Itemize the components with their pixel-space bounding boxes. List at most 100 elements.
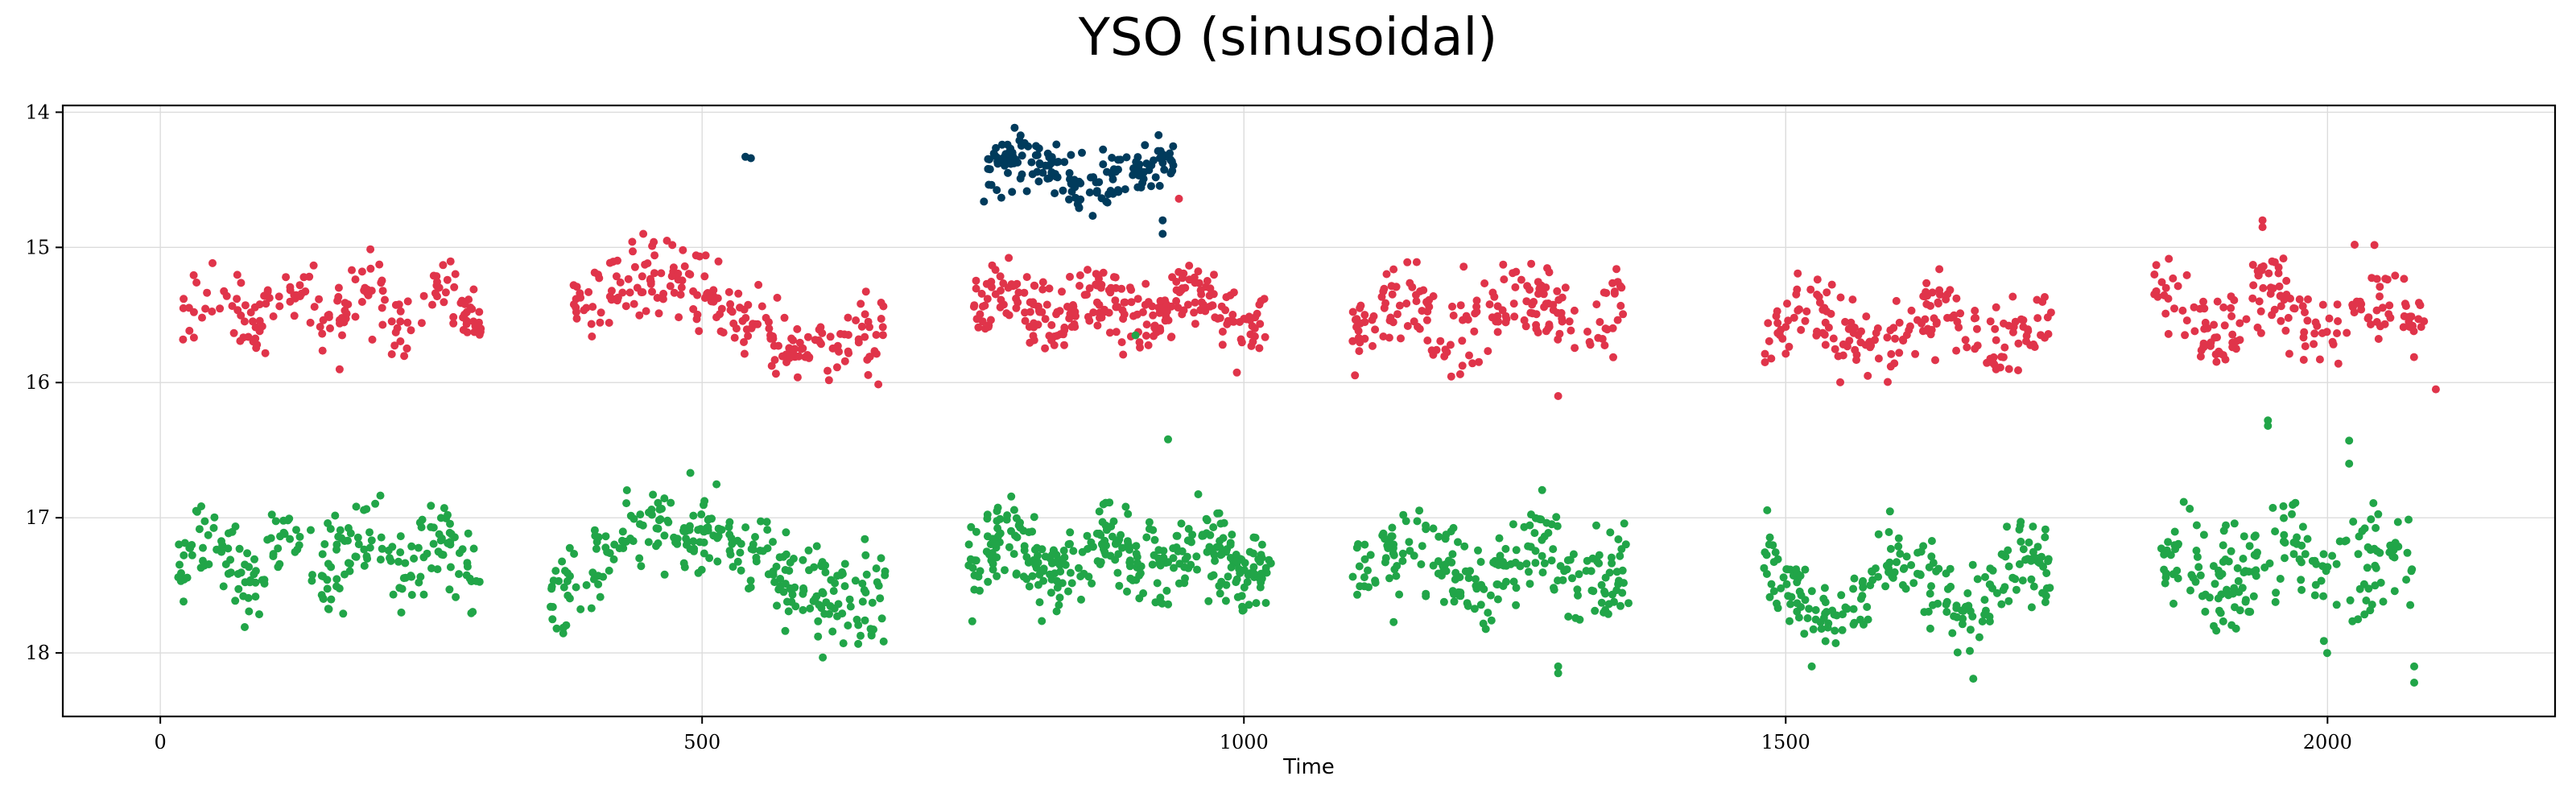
- data-point: [1821, 341, 1830, 349]
- data-point: [1586, 341, 1595, 349]
- data-point: [1895, 349, 1904, 357]
- data-point: [705, 554, 714, 563]
- data-point: [1534, 278, 1542, 287]
- data-point: [584, 287, 593, 296]
- data-point: [1992, 303, 2000, 312]
- data-point: [733, 557, 742, 566]
- data-point: [652, 542, 660, 551]
- data-point: [1247, 341, 1256, 350]
- data-point: [594, 580, 603, 588]
- data-point: [1240, 566, 1249, 575]
- data-point: [1907, 306, 1916, 315]
- data-point: [667, 272, 676, 281]
- data-point: [2019, 545, 2028, 554]
- data-point: [548, 615, 557, 624]
- data-point: [1911, 349, 1920, 358]
- data-point: [1554, 576, 1562, 585]
- data-point: [1353, 590, 1361, 599]
- data-point: [1554, 662, 1563, 671]
- data-point: [275, 292, 283, 301]
- data-point: [1092, 298, 1101, 307]
- data-point: [331, 511, 340, 520]
- data-point: [2230, 519, 2239, 528]
- data-point: [180, 539, 189, 547]
- data-point: [1900, 564, 1909, 572]
- data-point: [2372, 318, 2381, 326]
- data-point: [877, 554, 886, 563]
- data-point: [989, 559, 997, 568]
- data-point: [251, 323, 260, 332]
- data-point: [437, 534, 446, 543]
- data-point: [282, 273, 291, 282]
- y-tick-label: 17: [25, 506, 50, 529]
- data-point: [660, 570, 669, 579]
- data-point: [677, 283, 686, 292]
- data-point: [229, 328, 238, 337]
- data-point: [1476, 601, 1485, 609]
- data-point: [983, 510, 992, 519]
- data-point: [2410, 662, 2418, 671]
- data-point: [1862, 312, 1871, 321]
- data-point: [1553, 287, 1562, 295]
- data-point: [1927, 537, 1936, 545]
- data-point: [446, 563, 455, 572]
- data-point: [292, 526, 300, 535]
- data-point: [221, 560, 230, 568]
- data-point: [1429, 524, 1438, 533]
- data-point: [1828, 606, 1837, 615]
- data-point: [1371, 576, 1380, 585]
- data-point: [1417, 560, 1426, 568]
- data-point: [615, 544, 624, 553]
- data-point: [323, 584, 332, 593]
- data-point: [668, 241, 677, 250]
- data-point: [1942, 600, 1951, 609]
- data-point: [998, 154, 1007, 163]
- data-point: [1158, 229, 1167, 238]
- data-point: [216, 304, 225, 313]
- data-point: [621, 537, 630, 546]
- data-point: [1123, 537, 1132, 546]
- data-point: [1968, 560, 1977, 569]
- data-point: [734, 289, 743, 298]
- data-point: [2037, 331, 2045, 340]
- data-point: [1172, 531, 1181, 540]
- data-point: [1809, 625, 1818, 634]
- data-point: [1406, 279, 1414, 287]
- data-point: [213, 545, 221, 554]
- data-point: [1060, 158, 1069, 167]
- data-point: [1011, 281, 1020, 290]
- data-point: [1827, 309, 1835, 318]
- data-point: [696, 538, 704, 547]
- data-point: [1767, 580, 1776, 588]
- data-point: [2238, 584, 2247, 592]
- data-point: [2244, 568, 2253, 576]
- data-point: [1224, 572, 1232, 581]
- data-point: [1389, 617, 1398, 626]
- data-point: [1490, 292, 1499, 301]
- data-point: [1249, 569, 1258, 578]
- data-point: [1077, 595, 1085, 604]
- data-point: [1076, 195, 1085, 204]
- data-point: [1849, 584, 1858, 593]
- data-point: [2310, 329, 2319, 338]
- data-point: [1162, 586, 1171, 595]
- data-point: [1069, 547, 1078, 555]
- data-point: [1053, 332, 1062, 341]
- data-point: [1261, 599, 1270, 607]
- data-point: [1781, 349, 1790, 358]
- data-point: [1210, 551, 1219, 559]
- data-point: [725, 518, 734, 526]
- data-point: [429, 523, 438, 532]
- data-point: [1600, 341, 1609, 349]
- data-point: [1001, 161, 1009, 170]
- x-tick-label: 2000: [2303, 731, 2352, 753]
- data-point: [2351, 241, 2359, 249]
- data-point: [686, 469, 695, 477]
- data-point: [241, 301, 250, 310]
- data-point: [1836, 293, 1845, 302]
- data-point: [301, 287, 310, 295]
- data-point: [376, 555, 385, 564]
- data-point: [466, 303, 475, 312]
- data-point: [1137, 183, 1146, 192]
- data-point: [547, 584, 556, 593]
